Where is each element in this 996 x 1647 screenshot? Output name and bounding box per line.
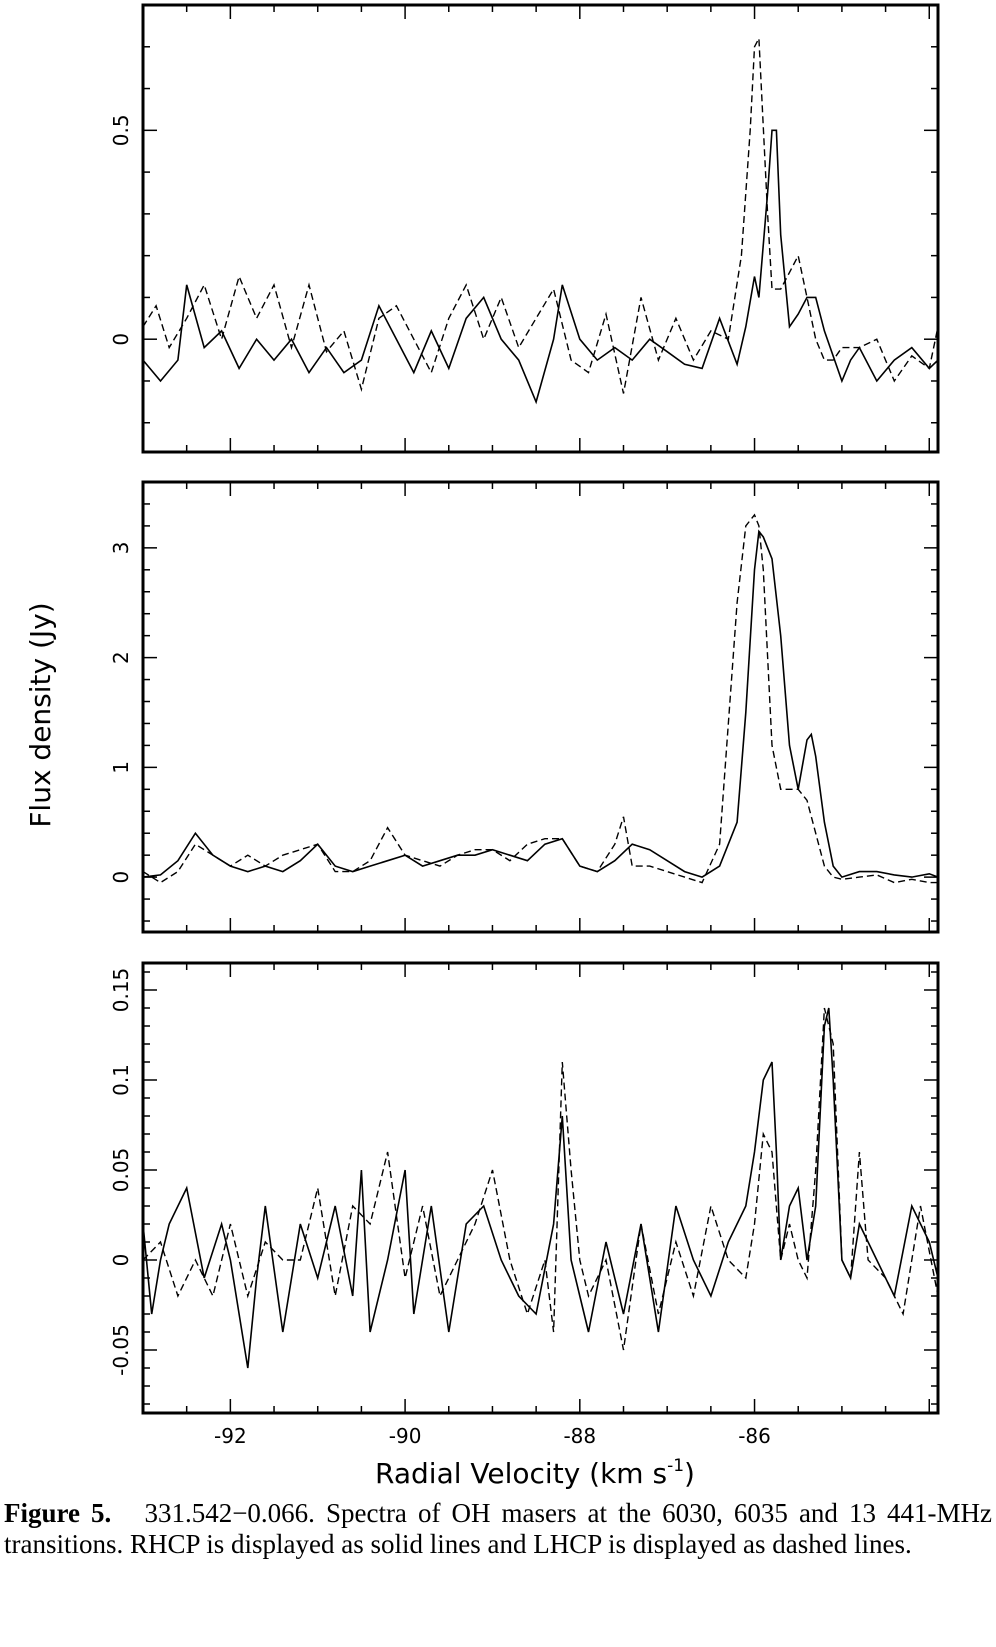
y-tick-label: 1: [109, 761, 133, 774]
caption-text: 331.542−0.066. Spectra of OH masers at t…: [4, 1498, 993, 1559]
lhcp-dashed-series: [143, 513, 938, 884]
rhcp-solid-series: [143, 1007, 938, 1369]
panel-2: 0 1 2 3: [109, 480, 940, 934]
panel-frame: [141, 961, 940, 1415]
rhcp-solid-series: [143, 129, 938, 405]
panel-frame: [141, 480, 940, 934]
y-tick-label: 0.1: [109, 1064, 133, 1096]
panel-frame: [141, 3, 940, 454]
x-tick-label: -86: [738, 1424, 771, 1448]
x-tick-label: -92: [214, 1424, 247, 1448]
x-axis-title-close: ): [684, 1457, 695, 1490]
y-tick-label: 0: [109, 871, 133, 884]
x-axis-title-main: Radial Velocity (km s: [375, 1457, 667, 1490]
figure-caption: Figure 5. 331.542−0.066. Spectra of OH m…: [4, 1498, 992, 1560]
caption-label: Figure 5.: [4, 1498, 112, 1528]
y-axis-title: Flux density (Jy): [24, 602, 57, 827]
y-tick-label: 0: [109, 1254, 133, 1267]
y-tick-label: 0: [109, 333, 133, 346]
y-tick-label: 2: [109, 651, 133, 664]
y-tick-label: 0.05: [109, 1148, 133, 1193]
x-tick-label: -90: [389, 1424, 422, 1448]
panel-1: 00.5: [109, 3, 940, 454]
y-tick-label: 3: [109, 541, 133, 554]
panel-3: -0.05 0 0.05 0.1 0.15 -92 -90 -88 -86: [109, 961, 940, 1448]
y-tick-label: -0.05: [109, 1324, 133, 1376]
lhcp-dashed-series: [143, 35, 938, 394]
x-tick-label: -88: [563, 1424, 596, 1448]
y-tick-label: 0.15: [109, 968, 133, 1013]
x-axis-title-sup: -1: [667, 1456, 684, 1476]
x-axis-title: Radial Velocity (km s-1): [375, 1456, 695, 1490]
rhcp-solid-series: [143, 529, 938, 879]
y-tick-label: 0.5: [109, 114, 133, 146]
lhcp-dashed-series: [143, 1007, 938, 1351]
